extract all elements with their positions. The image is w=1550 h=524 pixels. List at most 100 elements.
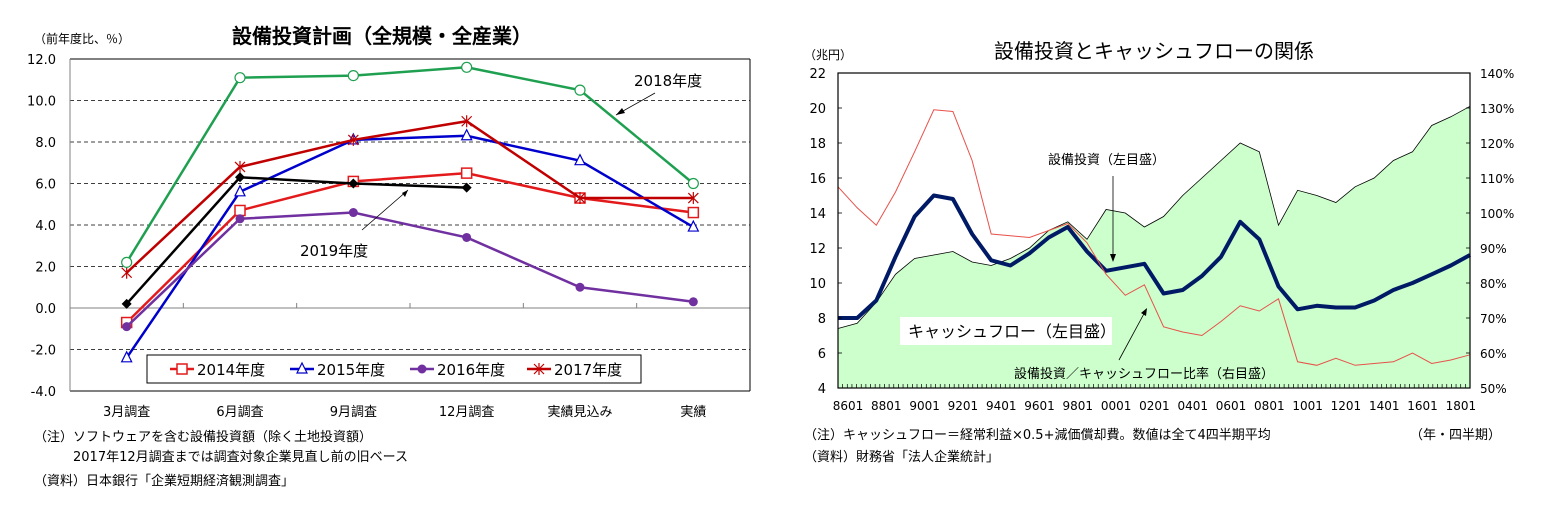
x-tick-label: 12月調査 bbox=[439, 405, 495, 420]
data-point-2017 bbox=[574, 192, 586, 205]
x-tick-label: 1801 bbox=[1446, 399, 1477, 413]
left-notes: （注）ソフトウェアを含む設備投資額（除く土地投資額） 2017年12月調査までは… bbox=[34, 428, 408, 492]
y-tick-label: 4 bbox=[818, 382, 826, 397]
x-tick-label: 9201 bbox=[948, 399, 979, 413]
x-tick-label: 6月調査 bbox=[216, 405, 263, 420]
left-series-group bbox=[120, 61, 700, 363]
y-tick-label: 0.0 bbox=[35, 302, 56, 317]
annotation-capex-arrowhead bbox=[1110, 254, 1116, 262]
data-point-2015 bbox=[687, 219, 700, 232]
data-point-2018 bbox=[574, 84, 586, 96]
y-tick-label: 8 bbox=[818, 312, 826, 327]
y-tick-label: 14 bbox=[809, 207, 826, 222]
legend-label: 2017年度 bbox=[554, 361, 622, 379]
x-tick-label: 1601 bbox=[1407, 399, 1438, 413]
annotation-capex: 設備投資（左目盛） bbox=[1048, 152, 1165, 168]
left-grid bbox=[69, 58, 751, 392]
y-tick-label: 10 bbox=[809, 277, 826, 292]
data-point-2017 bbox=[234, 160, 246, 173]
data-point-2015 bbox=[574, 153, 586, 166]
y-tick-label: 8.0 bbox=[35, 136, 56, 151]
x-tick-label: 1001 bbox=[1292, 399, 1323, 413]
left-note-2: 2017年12月調査までは調査対象企業見直し前の旧ベース bbox=[34, 450, 408, 465]
left-annotations: 2018年度 2019年度 bbox=[300, 72, 702, 260]
series-line-2014 bbox=[125, 171, 694, 324]
annotation-ratio: 設備投資／キャッシュフロー比率（右目盛） bbox=[1014, 366, 1274, 382]
x-tick-label: 0801 bbox=[1254, 399, 1285, 413]
y-tick-label: 10.0 bbox=[27, 95, 56, 110]
x-tick-label: 9001 bbox=[909, 399, 940, 413]
series-line-2019 bbox=[125, 175, 467, 305]
y-tick-label: 6 bbox=[818, 347, 826, 362]
data-point-2015 bbox=[234, 184, 246, 197]
annotation-2019-arrowhead bbox=[402, 190, 408, 197]
y-tick-label: 6.0 bbox=[35, 178, 56, 193]
x-tick-label: 1201 bbox=[1331, 399, 1362, 413]
data-point-2015 bbox=[120, 350, 133, 363]
series-2018 bbox=[121, 61, 699, 268]
cash-flow-line bbox=[837, 105, 1471, 329]
data-point-2016 bbox=[348, 208, 358, 218]
x-tick-label: 8601 bbox=[833, 399, 864, 413]
right-y-tick-labels: 22 20 18 16 14 12 10 8 6 4 bbox=[809, 67, 826, 397]
data-point-2017 bbox=[121, 266, 133, 279]
y2-tick-label: 90% bbox=[1480, 242, 1507, 256]
annotation-ratio-arrow bbox=[1118, 309, 1147, 361]
data-point-2016 bbox=[122, 322, 132, 332]
left-note-1: （注）ソフトウェアを含む設備投資額（除く土地投資額） bbox=[34, 430, 373, 445]
data-point-2018 bbox=[461, 61, 473, 73]
x-tick-label: 1401 bbox=[1369, 399, 1400, 413]
data-point-2015 bbox=[460, 128, 473, 141]
left-y-tick-labels: 12.0 10.0 8.0 6.0 4.0 2.0 0.0 -2.0 -4.0 bbox=[27, 53, 56, 400]
x-tick-label: 8801 bbox=[871, 399, 902, 413]
right-area-group bbox=[837, 105, 1471, 389]
legend-marker bbox=[417, 364, 427, 374]
annotation-2019: 2019年度 bbox=[300, 242, 368, 260]
data-point-2017 bbox=[687, 192, 699, 205]
x-tick-label: 実績見込み bbox=[547, 404, 612, 420]
legend-box bbox=[146, 354, 642, 384]
x-tick-label: 9801 bbox=[1063, 399, 1094, 413]
left-x-tick-labels: 3月調査 6月調査 9月調査 12月調査 実績見込み 実績 bbox=[103, 404, 706, 420]
data-point-2019 bbox=[461, 182, 472, 193]
data-point-2017 bbox=[347, 133, 359, 146]
data-point-2016 bbox=[462, 232, 472, 242]
series-line-2018 bbox=[125, 66, 695, 264]
series-2016 bbox=[122, 208, 698, 332]
right-lines-group bbox=[837, 109, 1471, 366]
legend-marker bbox=[296, 361, 308, 374]
x-tick-label: 3月調査 bbox=[103, 405, 150, 420]
x-tick-label: 0601 bbox=[1216, 399, 1247, 413]
y-tick-label: 16 bbox=[809, 172, 826, 187]
right-chart-svg: 22 20 18 16 14 12 10 8 6 4 140% 130% 120% 110% 100% 90… bbox=[809, 67, 1514, 413]
left-chart-y-unit: （前年度比、％） bbox=[34, 32, 131, 46]
x-tick-label: 0401 bbox=[1177, 399, 1208, 413]
right-chart-y-unit: （兆円） bbox=[804, 48, 853, 62]
right-period-label: （年・四半期） bbox=[1410, 428, 1502, 443]
annotation-ratio-arrowhead bbox=[1141, 308, 1147, 316]
data-point-2018 bbox=[687, 177, 699, 190]
annotation-2018: 2018年度 bbox=[634, 72, 702, 90]
right-annotations: キャッシュフロー（左目盛） 設備投資（左目盛） 設備投資／キャッシュフロー比率（… bbox=[900, 152, 1274, 382]
y2-tick-label: 130% bbox=[1480, 102, 1514, 116]
data-point-2018 bbox=[121, 256, 133, 268]
y-tick-label: 12 bbox=[809, 242, 826, 257]
y-tick-label: 20 bbox=[809, 102, 826, 117]
series-2017 bbox=[121, 115, 699, 279]
legend-marker bbox=[533, 363, 545, 375]
data-point-2014 bbox=[234, 204, 246, 217]
y-tick-label: -4.0 bbox=[31, 385, 56, 400]
y2-tick-label: 70% bbox=[1480, 312, 1507, 326]
x-tick-label: 9401 bbox=[986, 399, 1017, 413]
data-point-2018 bbox=[234, 72, 246, 84]
series-line-2015 bbox=[125, 134, 694, 359]
y-tick-label: -2.0 bbox=[31, 344, 56, 359]
data-point-2017 bbox=[461, 115, 473, 128]
left-legend: 2014年度 2015年度 2016年度 2017年度 bbox=[146, 354, 642, 384]
legend-label: 2015年度 bbox=[317, 361, 385, 379]
x-tick-label: 9601 bbox=[1024, 399, 1055, 413]
right-notes: （注）キャッシュフロー＝経常利益×0.5+減価償却費。数値は全て4四半期平均 （… bbox=[804, 426, 1271, 468]
x-tick-label: 0001 bbox=[1101, 399, 1132, 413]
y2-tick-label: 120% bbox=[1480, 137, 1514, 151]
legend-marker bbox=[176, 363, 188, 375]
